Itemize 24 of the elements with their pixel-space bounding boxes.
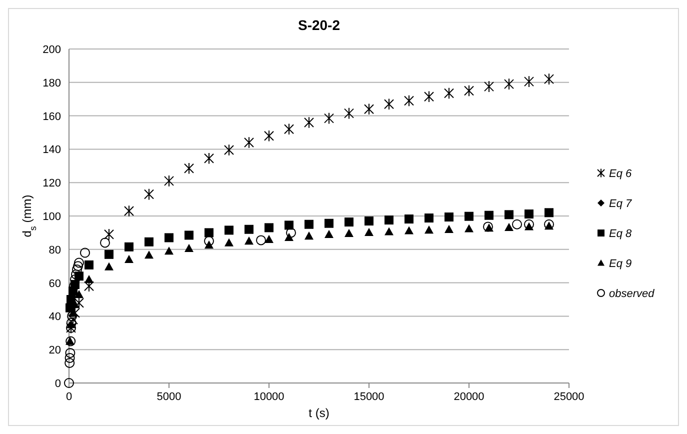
legend-label: Eq 9 (609, 258, 632, 270)
x-axis-title: t (s) (308, 406, 330, 420)
y-tick-label: 60 (48, 278, 61, 290)
y-tick-label: 40 (48, 311, 61, 324)
x-tick-label: 5000 (156, 391, 182, 403)
x-tick-label: 25000 (554, 391, 584, 403)
y-tick-label: 100 (42, 211, 61, 223)
legend-label: Eq 7 (609, 198, 633, 210)
legend-label: Eq 8 (609, 228, 633, 240)
y-tick-label: 160 (42, 110, 61, 123)
x-tick-label: 10000 (254, 391, 284, 403)
y-tick-label: 0 (54, 378, 61, 390)
y-tick-label: 120 (42, 178, 61, 190)
legend-label: observed (609, 288, 656, 300)
chart-title: S-20-2 (298, 17, 340, 33)
x-tick-label: 15000 (354, 391, 384, 403)
y-tick-label: 180 (42, 77, 61, 90)
x-tick-label: 20000 (454, 391, 484, 403)
y-tick-label: 80 (48, 244, 61, 256)
x-tick-label: 0 (66, 391, 72, 403)
y-tick-label: 200 (42, 44, 61, 56)
y-tick-label: 20 (48, 344, 61, 357)
legend-label: Eq 6 (609, 168, 633, 180)
y-tick-label: 140 (42, 144, 61, 156)
